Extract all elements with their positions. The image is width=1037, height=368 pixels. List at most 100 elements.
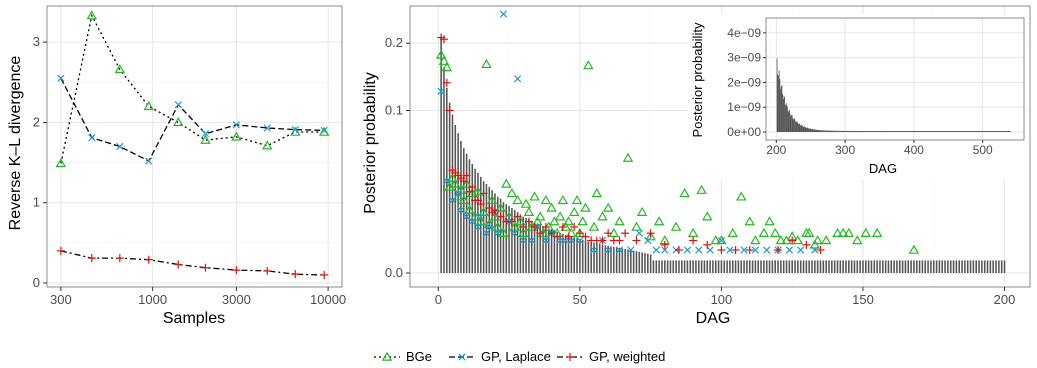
inset-bar xyxy=(811,129,812,132)
inset-bar xyxy=(972,131,973,132)
dag-bar xyxy=(831,260,833,273)
inset-bar xyxy=(853,130,855,132)
dag-bar xyxy=(448,102,451,273)
dag-point xyxy=(529,191,540,201)
inset-bar xyxy=(862,130,864,132)
inset-bar xyxy=(868,131,870,132)
inset-bar xyxy=(828,130,830,132)
inset-bar xyxy=(963,131,965,132)
inset-bar xyxy=(789,109,790,132)
dag-bar xyxy=(547,228,550,273)
inset-bar xyxy=(843,130,845,132)
inset-bar xyxy=(857,130,859,132)
dag-bar xyxy=(712,260,714,273)
inset-bar xyxy=(896,131,898,132)
legend: BGe GP, Laplace GP, weighted xyxy=(374,349,665,364)
kl-line xyxy=(60,78,325,162)
dag-point xyxy=(820,235,832,245)
inset-bar xyxy=(1009,131,1011,132)
inset-bar xyxy=(901,131,903,132)
dag-bar xyxy=(763,260,765,273)
dag-points xyxy=(435,10,920,255)
dag-bar xyxy=(938,260,941,273)
inset-bar xyxy=(880,131,882,132)
dag-point xyxy=(689,236,698,245)
inset-bar xyxy=(807,128,809,132)
dag-bar xyxy=(751,260,754,273)
dag-bar xyxy=(998,260,1000,273)
dag-bar xyxy=(785,260,788,273)
inset-bar xyxy=(981,131,982,132)
inset-bar xyxy=(794,119,796,132)
dag-bar xyxy=(774,260,776,273)
dag-bar xyxy=(584,240,587,273)
kl-point xyxy=(145,157,153,165)
dag-point xyxy=(486,194,498,205)
inset-bar xyxy=(976,131,977,132)
dag-bar xyxy=(482,181,485,273)
dag-point xyxy=(509,221,520,231)
dag-bar xyxy=(675,260,677,273)
kl-x-axis-title: Samples xyxy=(163,310,225,327)
dag-bar xyxy=(983,260,986,273)
inset-bar xyxy=(838,130,840,132)
dag-bar xyxy=(460,140,462,273)
dag-bar xyxy=(850,260,853,273)
inset-bar xyxy=(953,131,955,132)
inset-bar xyxy=(802,126,804,132)
dag-point xyxy=(458,194,470,205)
dag-point xyxy=(492,221,503,231)
inset-bar xyxy=(835,130,837,132)
dag-point xyxy=(597,211,608,221)
legend-item: GP, Laplace xyxy=(449,349,551,364)
dag-bar xyxy=(839,260,842,273)
dag-bar xyxy=(873,260,876,273)
inset-bar xyxy=(871,131,873,132)
inset-bar xyxy=(864,130,866,132)
inset-bar xyxy=(782,99,784,132)
inset-bar xyxy=(886,131,887,132)
inset-bar xyxy=(893,131,895,132)
dag-point xyxy=(583,60,594,70)
dag-bar xyxy=(731,260,734,273)
dag-bar xyxy=(887,260,890,273)
inset-panel: 200 300 400 500 0e+00 1e−09 2e−09 3e−09 4e−09 D… xyxy=(688,14,1028,180)
inset-bar xyxy=(835,130,836,132)
dag-point xyxy=(716,235,727,245)
dag-point xyxy=(852,235,863,245)
inset-bar xyxy=(947,131,949,132)
dag-point xyxy=(627,246,635,254)
inset-bar xyxy=(938,131,940,132)
inset-x-ticks: 200 300 400 500 xyxy=(766,140,993,157)
dag-bar xyxy=(550,229,553,273)
dag-point xyxy=(788,236,797,245)
inset-bar xyxy=(921,131,923,132)
inset-bar xyxy=(917,131,918,132)
inset-y-ticks: 0e+00 1e−09 2e−09 3e−09 4e−09 xyxy=(727,26,766,139)
inset-bar xyxy=(780,86,782,132)
inset-bar xyxy=(836,130,838,132)
inset-bar xyxy=(984,131,986,132)
inset-bar xyxy=(950,131,951,132)
dag-point xyxy=(443,177,451,185)
dag-point xyxy=(468,217,476,226)
dag-point xyxy=(469,211,481,221)
dag-point xyxy=(803,227,815,237)
inset-bar xyxy=(842,130,843,132)
dag-point xyxy=(461,178,472,188)
dag-point xyxy=(477,213,485,221)
dag-y-axis-title: Posterior probability xyxy=(362,72,379,213)
dag-bar xyxy=(768,260,771,273)
dag-x-axis-title: DAG xyxy=(696,310,731,327)
inset-bar xyxy=(839,130,841,132)
inset-bar xyxy=(934,131,936,132)
inset-bar xyxy=(940,131,942,132)
inset-bar xyxy=(833,130,834,132)
dag-bar xyxy=(975,260,977,273)
inset-bar xyxy=(885,131,887,132)
dag-bar xyxy=(734,260,737,273)
dag-point xyxy=(455,184,467,194)
dag-bar xyxy=(714,260,717,273)
dag-bar xyxy=(828,260,830,273)
dag-bar xyxy=(924,260,927,273)
